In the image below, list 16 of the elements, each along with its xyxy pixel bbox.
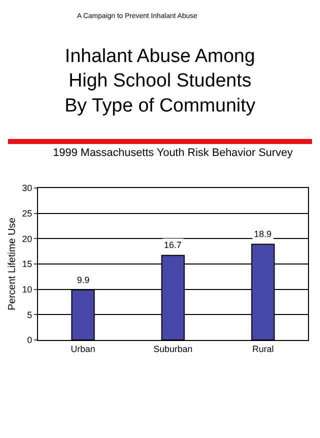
- y-tick-label: 0: [27, 335, 32, 346]
- data-label: 16.7: [164, 240, 182, 250]
- y-tick-label: 5: [27, 310, 32, 320]
- y-tick-label: 20: [22, 234, 32, 244]
- x-tick-label: Urban: [70, 344, 96, 354]
- y-tick-label: 30: [22, 183, 32, 194]
- y-tick-label: 10: [22, 284, 32, 294]
- x-tick-label: Rural: [252, 344, 274, 354]
- x-tick-label: Suburban: [153, 344, 193, 354]
- y-tick-label: 25: [22, 208, 32, 218]
- data-label: 18.9: [254, 229, 272, 239]
- y-axis-title: Percent Lifetime Use: [7, 217, 18, 310]
- y-tick-label: 15: [22, 259, 32, 270]
- data-label: 9.9: [77, 275, 90, 285]
- chart-subtitle: 1999 Massachusetts Youth Risk Behavior Survey: [53, 147, 294, 159]
- chart-title: Inhalant Abuse Among High School Students By Type of Community: [64, 46, 256, 116]
